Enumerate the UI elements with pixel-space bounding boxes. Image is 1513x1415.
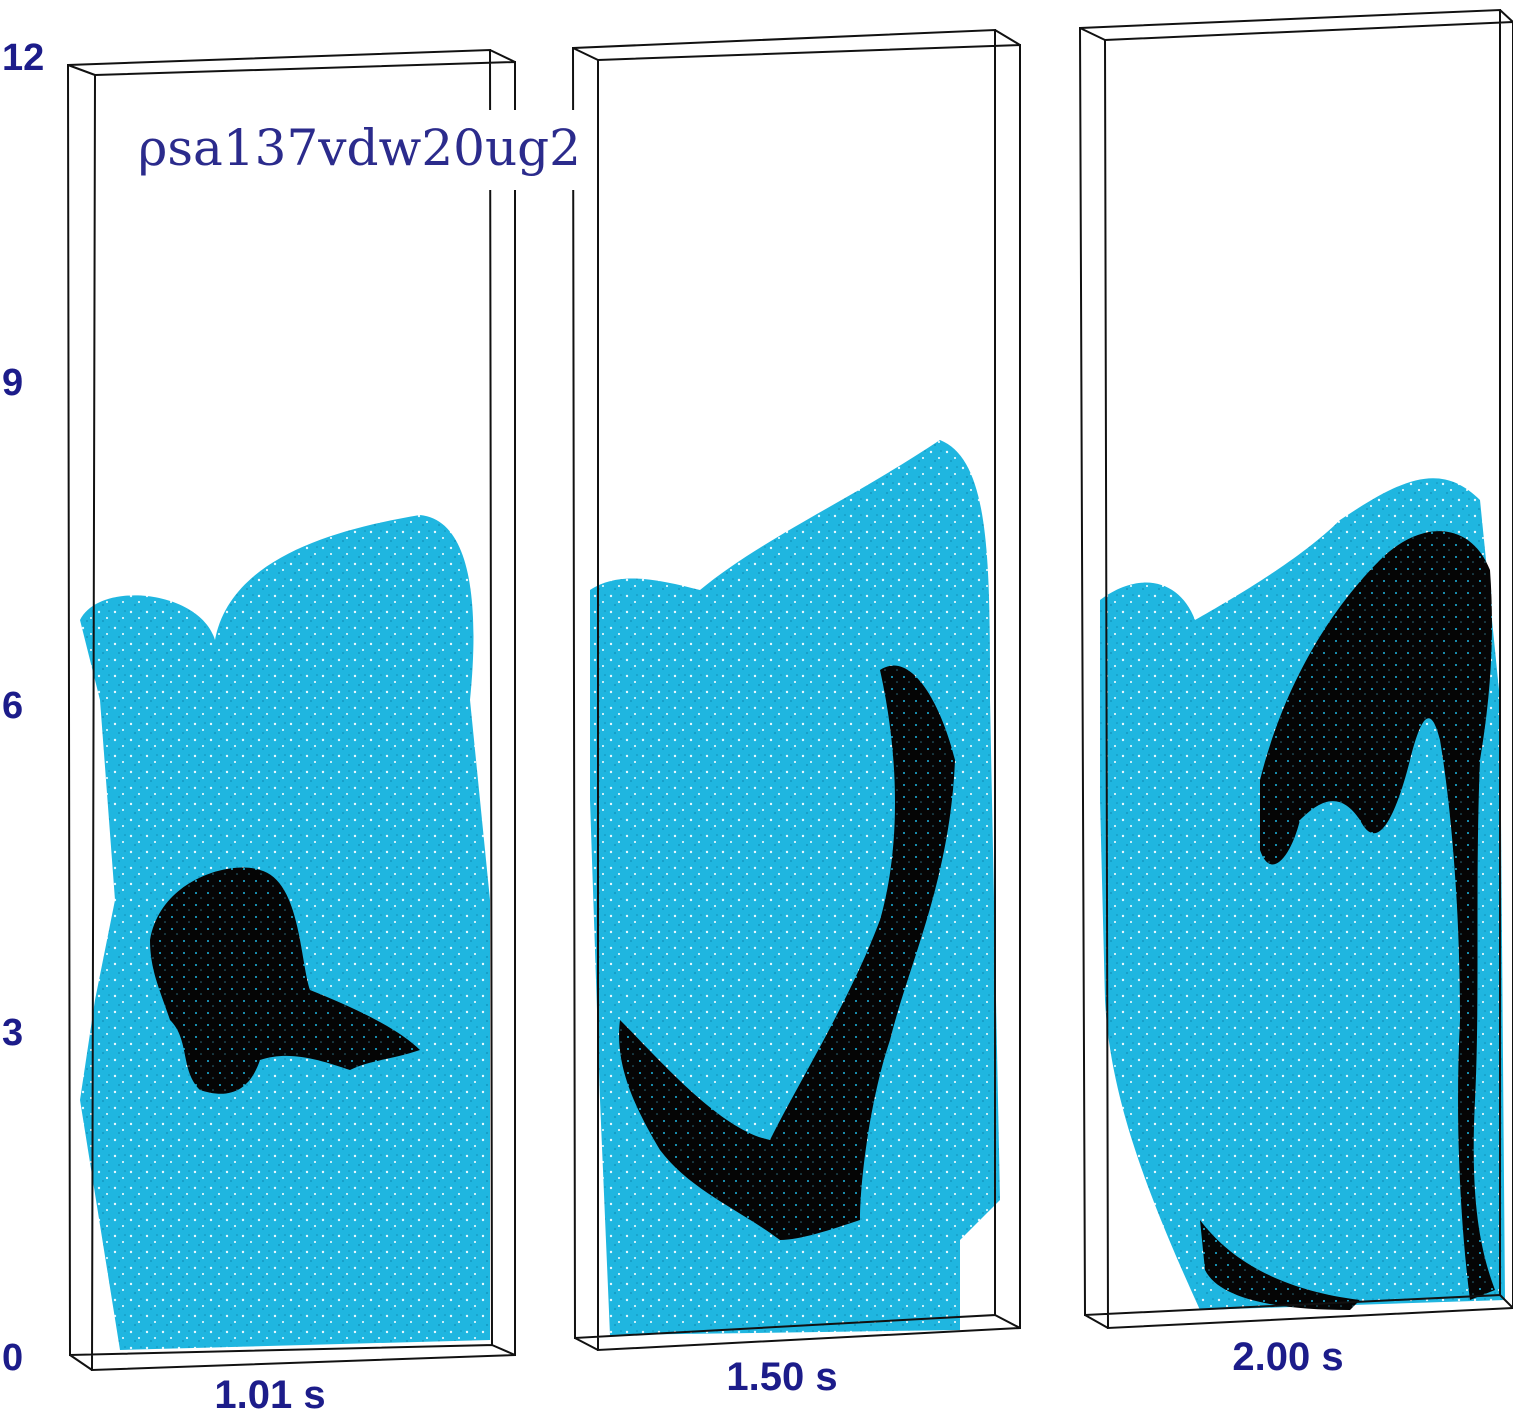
time-label: 1.01 s xyxy=(214,1373,325,1415)
panel xyxy=(68,50,515,1370)
y-axis: 12 9 6 3 0 xyxy=(2,37,44,1379)
y-tick-label: 12 xyxy=(2,37,44,79)
panel xyxy=(1080,10,1513,1328)
y-tick-label: 3 xyxy=(2,1012,23,1054)
time-label: 1.50 s xyxy=(726,1355,837,1399)
figure: ρsa137vdw20ug2 12 9 6 3 0 1.01 s 1.50 s 2.00… xyxy=(0,0,1513,1415)
case-label: ρsa137vdw20ug2 xyxy=(138,119,581,177)
y-tick-label: 9 xyxy=(2,362,23,404)
y-tick-label: 0 xyxy=(2,1337,23,1379)
time-label: 2.00 s xyxy=(1232,1335,1343,1379)
panel xyxy=(573,30,1020,1350)
y-tick-label: 6 xyxy=(2,685,23,727)
